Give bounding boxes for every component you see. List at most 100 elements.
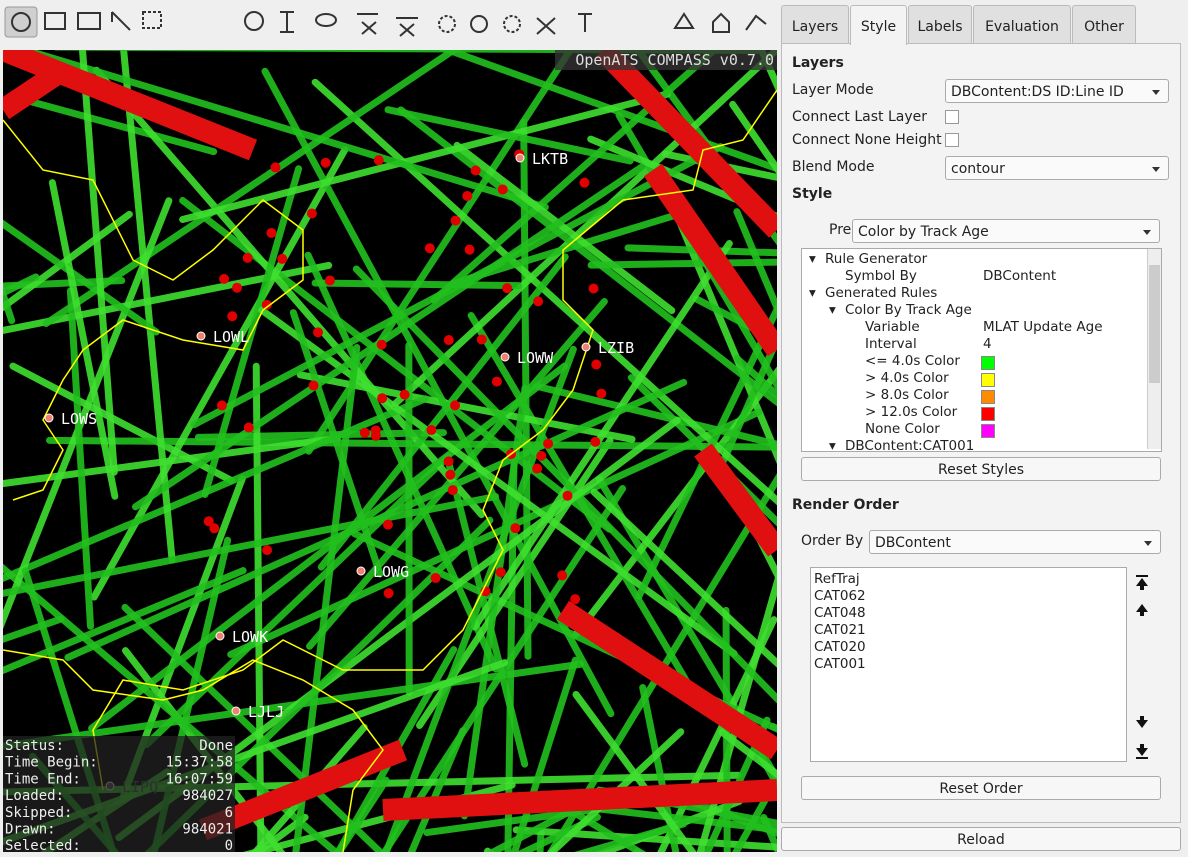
target-dot [373,155,384,166]
order-item[interactable]: CAT020 [814,639,866,655]
order-item[interactable]: CAT048 [814,605,866,621]
track [3,563,341,852]
tree-label: None Color [865,421,940,437]
track [382,779,777,821]
field-label: Order By [801,533,864,549]
scrollbar[interactable] [1147,249,1161,449]
track [595,50,777,238]
order-item[interactable]: CAT021 [814,622,866,638]
scrollbar-thumb[interactable] [1149,265,1160,383]
blend-mode-combo[interactable]: contour [945,156,1169,180]
tab[interactable]: Evaluation [973,5,1071,43]
target-dot [266,227,277,238]
move-up-button[interactable] [1136,604,1148,616]
target-dot [495,567,506,578]
add-select-tool[interactable] [77,12,101,30]
text-tool[interactable] [578,13,592,32]
tree-expander: ▾ [829,438,836,452]
group-tool[interactable] [503,15,521,33]
reset-styles-button[interactable]: Reset Styles [801,457,1161,481]
tab[interactable]: Other [1072,5,1136,43]
track [407,727,467,852]
show-tool[interactable] [315,13,337,27]
tab[interactable]: Labels [908,5,972,43]
map-view[interactable]: LKTBLOWLLOWWLZIBLOWSLOWGLOWKLJLJLIPQ Ope… [3,50,777,852]
invert-tool[interactable] [396,17,418,37]
border-line [3,649,384,852]
target-dot [232,282,243,293]
home-tool[interactable] [712,12,730,33]
reload-button[interactable]: Reload [781,827,1181,851]
move-down-button[interactable] [1136,716,1148,728]
color-swatch[interactable] [981,373,995,387]
color-swatch[interactable] [981,390,995,404]
track [635,301,777,600]
target-dot [579,177,590,188]
airport-label: LOWG [373,563,409,581]
tab[interactable]: Style [850,5,907,45]
target-dot [426,425,437,436]
field-label: Layer Mode [792,82,874,98]
checkbox[interactable] [945,110,959,124]
color-swatch[interactable] [981,356,995,370]
status-value: 15:37:58 [166,755,233,771]
track [661,150,777,181]
clear-tool[interactable] [357,13,378,35]
status-value: 984027 [182,788,233,804]
target-dot [277,253,288,264]
airport-label: LJLJ [248,703,284,721]
move-tool[interactable] [111,11,131,31]
navigate-tool[interactable] [4,6,38,38]
tree-label: <= 4.0s Color [865,353,960,369]
track [533,382,777,448]
status-value: 16:07:59 [166,771,233,787]
order-item[interactable]: CAT001 [814,656,866,672]
preset-combo[interactable]: Color by Track Age [852,219,1160,243]
checkbox[interactable] [945,133,959,147]
track [252,813,309,852]
rule-tree[interactable]: ▾ Rule Generator Symbol By DBContent ▾ Genera… [801,248,1162,452]
layer-mode-combo[interactable]: DBContent:DS ID:Line ID [945,79,1169,103]
color-swatch[interactable] [981,424,995,438]
target-dot [382,519,393,530]
move-top-button[interactable] [1136,575,1148,590]
height-tool[interactable] [280,11,294,33]
order-buttons [1136,575,1148,759]
move-bottom-button[interactable] [1136,744,1148,759]
tab[interactable]: Layers [781,5,849,43]
status-label: Time Begin: [5,755,98,771]
track [460,384,529,820]
order-list[interactable]: RefTraj CAT062 CAT048 CAT021 CAT020 CAT001 [810,567,1127,762]
rect-select-tool[interactable] [142,11,162,29]
airport-pin [231,706,241,716]
target-dot [464,244,475,255]
track [11,93,218,156]
track [289,309,384,578]
color-swatch[interactable] [981,407,995,421]
tree-label: Generated Rules [825,285,938,301]
order-by-combo[interactable]: DBContent [869,530,1161,554]
track [3,615,65,643]
track [3,567,247,675]
track [3,197,173,630]
status-label: Drawn: [5,822,56,838]
color-tool[interactable] [470,15,488,33]
eye-select-tool[interactable] [438,15,456,33]
target-dot [497,184,508,195]
delete-tool[interactable] [536,17,556,35]
view-3d-tool[interactable] [673,12,695,29]
select-tool[interactable] [44,12,66,30]
reset-order-button[interactable]: Reset Order [801,776,1161,800]
target-dot [324,275,335,286]
track [384,106,634,165]
target-dot [370,425,381,436]
track [352,265,777,704]
section-heading: Style [792,186,833,202]
track [643,163,777,357]
zoom-tool[interactable] [745,14,767,31]
order-item[interactable]: RefTraj [814,571,860,587]
time-tool[interactable] [244,11,264,31]
track [132,163,646,511]
order-item[interactable]: CAT062 [814,588,866,604]
